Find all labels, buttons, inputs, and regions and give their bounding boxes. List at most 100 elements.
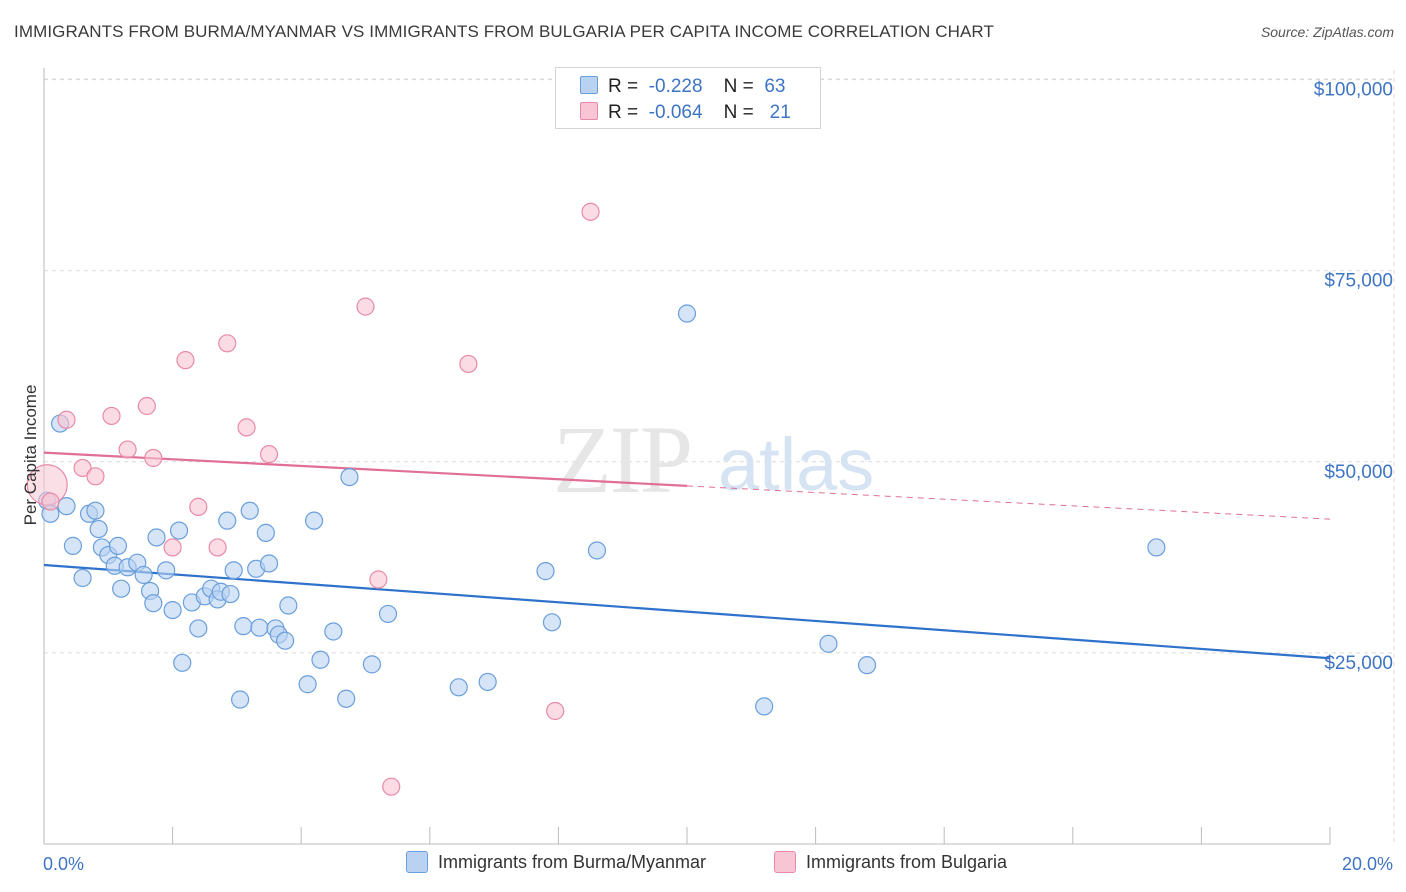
point-bulgaria — [208, 538, 227, 557]
y-axis-label: Per Capita Income — [21, 385, 40, 526]
point-bulgaria — [459, 354, 478, 374]
point-burma — [73, 568, 92, 588]
point-burma — [362, 655, 382, 674]
point-burma — [755, 697, 774, 716]
n-label: N = — [723, 76, 754, 97]
series-legend: Immigrants from Burma/Myanmar Immigrants… — [0, 851, 1406, 879]
point-burma — [587, 541, 607, 560]
point-burma — [449, 678, 468, 697]
point-burma — [169, 521, 189, 540]
legend-swatch-burma — [406, 851, 428, 873]
legend-item-bulgaria[interactable]: Immigrants from Bulgaria — [774, 851, 1007, 873]
point-burma — [276, 631, 295, 650]
point-burma — [112, 579, 131, 598]
r-value: -0.228 — [648, 76, 703, 97]
correlation-legend: R = -0.228 N = 63 R = -0.064 N = 21 — [555, 67, 821, 129]
y-tick-label: $25,000 — [1324, 653, 1393, 674]
point-bulgaria — [163, 538, 182, 557]
n-value: 21 — [769, 102, 791, 123]
point-burma — [134, 565, 153, 585]
point-bulgaria — [189, 497, 208, 516]
point-burma — [231, 690, 250, 709]
point-bulgaria — [102, 406, 121, 426]
point-bulgaria — [118, 440, 137, 459]
point-burma — [256, 523, 275, 542]
point-burma — [819, 634, 838, 653]
x-tick-labels: 0.0% 20.0% — [43, 854, 1393, 874]
legend-label-burma: Immigrants from Burma/Myanmar — [438, 852, 707, 872]
point-burma — [542, 613, 562, 632]
watermark: ZIP atlas — [553, 406, 874, 513]
point-burma — [234, 617, 253, 636]
point-burma — [218, 511, 237, 530]
point-burma — [478, 672, 497, 692]
point-burma — [108, 536, 128, 555]
stat-row-burma: R = -0.228 N = 63 — [580, 76, 785, 102]
point-burma — [144, 594, 163, 613]
point-burma — [86, 501, 105, 520]
point-bulgaria — [86, 467, 105, 486]
point-burma — [221, 584, 240, 604]
point-burma — [157, 561, 176, 580]
watermark-zip: ZIP — [553, 406, 691, 513]
point-burma — [304, 511, 324, 530]
point-burma — [189, 619, 208, 638]
r-label: R = — [608, 102, 639, 123]
point-burma — [163, 600, 182, 620]
point-burma — [63, 536, 83, 555]
point-burma — [89, 519, 108, 539]
y-tick-label: $100,000 — [1314, 80, 1393, 101]
point-burma — [224, 561, 243, 580]
point-burma — [250, 618, 269, 637]
swatch-bulgaria — [580, 102, 598, 120]
point-burma — [147, 528, 166, 547]
point-bulgaria — [356, 297, 375, 316]
legend-swatch-bulgaria — [774, 851, 796, 873]
n-value: 63 — [764, 76, 786, 97]
point-bulgaria — [546, 701, 565, 721]
point-burma — [259, 554, 279, 573]
point-bulgaria — [41, 492, 60, 511]
source-label: Source: ZipAtlas.com — [1260, 24, 1394, 40]
legend-label-bulgaria: Immigrants from Bulgaria — [806, 852, 1008, 872]
point-burma — [378, 604, 398, 624]
point-burma — [1147, 538, 1166, 557]
trend-line-ext-1 — [686, 485, 1331, 520]
point-bulgaria — [144, 448, 163, 468]
legend-item-burma[interactable]: Immigrants from Burma/Myanmar — [406, 851, 706, 873]
y-tick-labels: $25,000 $50,000 $75,000 $100,000 — [1314, 80, 1393, 674]
chart-title: IMMIGRANTS FROM BURMA/MYANMAR VS IMMIGRA… — [14, 22, 994, 41]
point-burma — [279, 596, 298, 615]
stat-row-bulgaria: R = -0.064 N = 21 — [580, 102, 791, 128]
point-burma — [857, 656, 877, 675]
point-bulgaria — [73, 458, 92, 478]
n-label: N = — [723, 102, 754, 123]
swatch-burma — [580, 76, 598, 94]
point-burma — [677, 304, 697, 323]
watermark-atlas: atlas — [718, 423, 874, 506]
point-burma — [324, 622, 343, 641]
x-tick-label-max: 20.0% — [1342, 854, 1393, 874]
r-label: R = — [608, 76, 639, 97]
point-bulgaria — [237, 418, 256, 437]
x-tick-label-min: 0.0% — [43, 854, 84, 874]
point-bulgaria — [57, 410, 76, 429]
point-burma — [340, 467, 359, 487]
y-tick-label: $50,000 — [1324, 462, 1393, 483]
point-burma — [173, 653, 192, 672]
point-bulgaria — [218, 334, 237, 353]
y-tick-label: $75,000 — [1324, 271, 1393, 292]
point-burma — [298, 675, 317, 694]
trend-line-0 — [43, 563, 1331, 660]
point-bulgaria — [382, 777, 401, 796]
data-points — [26, 202, 1166, 796]
point-bulgaria — [581, 202, 600, 221]
point-burma — [311, 650, 330, 669]
point-bulgaria — [259, 445, 279, 464]
point-burma — [240, 501, 259, 520]
axes — [43, 68, 1331, 845]
point-bulgaria — [137, 396, 156, 416]
point-burma — [536, 562, 555, 581]
point-bulgaria — [369, 570, 388, 589]
